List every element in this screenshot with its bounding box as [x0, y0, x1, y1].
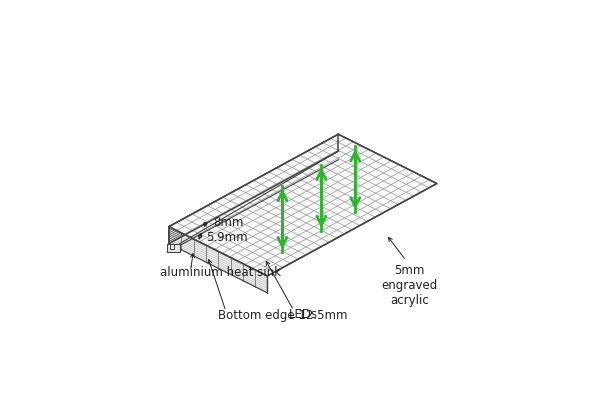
Polygon shape [169, 134, 338, 244]
Polygon shape [167, 244, 179, 252]
Text: 5.9mm: 5.9mm [206, 231, 247, 244]
Text: 5mm
engraved
acrylic: 5mm engraved acrylic [381, 264, 437, 307]
Text: LEDs: LEDs [289, 308, 318, 321]
Polygon shape [169, 227, 268, 293]
Text: 8mm: 8mm [214, 216, 244, 228]
Text: aluminium heat sink: aluminium heat sink [160, 266, 281, 279]
Text: Bottom edge 12.5mm: Bottom edge 12.5mm [218, 310, 347, 322]
Polygon shape [169, 134, 437, 276]
